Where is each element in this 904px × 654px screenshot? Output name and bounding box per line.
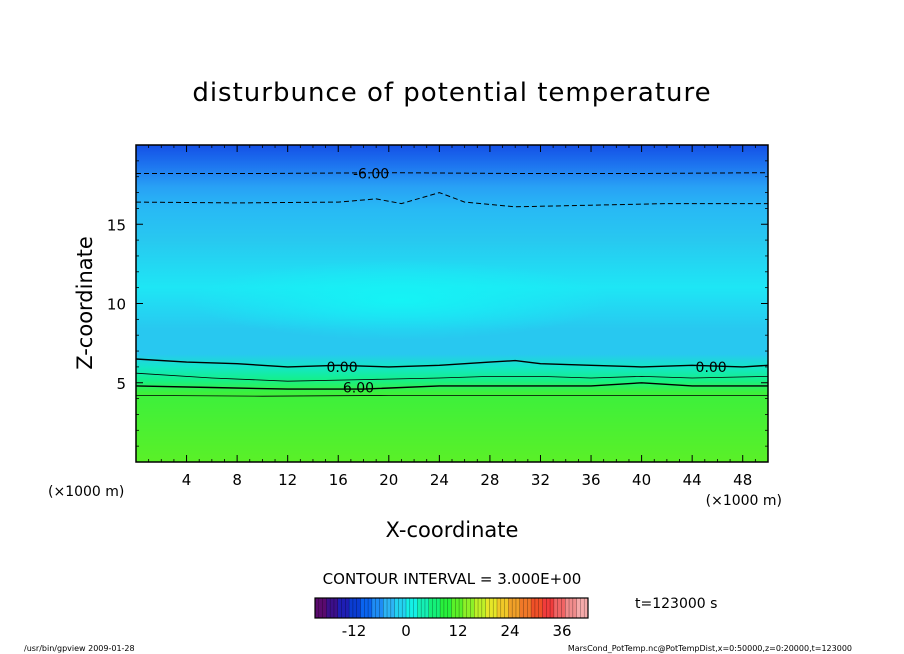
field-core: [190, 260, 610, 340]
colorbar: [314, 597, 589, 619]
colorbar-swatch: [462, 598, 475, 618]
colorbar-swatch: [553, 598, 566, 618]
contour-line-2: [135, 358, 769, 368]
colorbar-swatch: [565, 598, 578, 618]
colorbar-swatch: [417, 598, 430, 618]
colorbar-swatch: [474, 598, 487, 618]
contour-label: 0.00: [326, 360, 357, 376]
y-tick-label: 15: [107, 216, 126, 234]
y-axis-label: Z-coordinate: [73, 236, 97, 370]
footer-right: MarsCond_PotTemp.nc@PotTempDist,x=0:5000…: [568, 644, 852, 653]
y-tick-label: 5: [116, 375, 126, 393]
colorbar-tick-label: 24: [500, 622, 519, 640]
colorbar-swatch: [406, 598, 418, 618]
contour-line-1: [135, 192, 768, 208]
colorbar-tick-label: -12: [342, 622, 367, 640]
x-tick-label: 36: [581, 471, 600, 489]
x-tick-label: 20: [379, 471, 398, 489]
x-tick-label: 16: [329, 471, 348, 489]
x-tick-label: 12: [278, 471, 297, 489]
x-tick-label: 40: [632, 471, 651, 489]
x-tick-label: 32: [531, 471, 550, 489]
x-tick-label: 28: [480, 471, 499, 489]
time-text: t=123000 s: [635, 596, 717, 612]
colorbar-swatch: [542, 598, 555, 618]
contour-label: -6.00: [353, 167, 389, 183]
colorbar-swatch: [508, 598, 521, 618]
y-tick-label: 10: [107, 296, 126, 314]
plot-area: -6.000.00 0.006.00 4 8 12 16 20 24 28 32 36 40 44 48…: [107, 144, 769, 489]
colorbar-swatch: [360, 598, 373, 618]
colorbar-swatch: [485, 598, 498, 618]
colorbar-ticks: -12 0 12 24 36: [342, 622, 572, 640]
colorbar-swatch: [531, 598, 543, 618]
x-unit-left: (×1000 m): [48, 484, 124, 500]
colorbar-frame: [314, 597, 589, 619]
colorbar-swatch: [383, 598, 396, 618]
contour-lines: [135, 172, 769, 397]
y-axis-ticks: 5 10 15: [107, 160, 768, 447]
chart-title: disturbunce of potential temperature: [192, 78, 711, 108]
contour-label: 6.00: [343, 381, 374, 397]
colorbar-swatch: [349, 598, 361, 618]
colorbar-swatch: [519, 598, 532, 618]
colorbar-swatch: [394, 598, 407, 618]
colorbar-swatch: [451, 598, 464, 618]
footer-left: /usr/bin/gpview 2009-01-28: [24, 644, 135, 653]
colorbar-swatch: [428, 598, 441, 618]
colorbar-swatch: [326, 598, 339, 618]
x-tick-label: 24: [430, 471, 449, 489]
x-tick-label: 44: [683, 471, 702, 489]
colorbar-swatch: [497, 598, 509, 618]
x-tick-label: 4: [182, 471, 192, 489]
contour-labels: -6.00 0.00 0.00 6.00: [326, 167, 727, 397]
contour-line-5: [135, 395, 768, 397]
x-axis-label: X-coordinate: [386, 518, 519, 542]
contour-line-0: [136, 172, 769, 174]
contour-interval-text: CONTOUR INTERVAL = 3.000E+00: [323, 570, 582, 588]
colorbar-swatch: [337, 598, 350, 618]
colorbar-swatch: [576, 598, 589, 618]
x-unit-right: (×1000 m): [706, 493, 782, 509]
contour-line-4: [135, 382, 768, 390]
contour-line-3: [135, 372, 769, 382]
x-tick-label: 48: [733, 471, 752, 489]
x-tick-label: 8: [232, 471, 242, 489]
contour-label: 0.00: [696, 360, 727, 376]
x-axis-ticks: 4 8 12 16 20 24 28 32 36 40 44 48: [148, 145, 756, 489]
colorbar-swatch: [315, 598, 327, 618]
colorbar-tick-label: 36: [552, 622, 571, 640]
colorbar-tick-label: 0: [401, 622, 411, 640]
colorbar-swatch: [371, 598, 384, 618]
colorbar-swatch: [440, 598, 452, 618]
colorbar-tick-label: 12: [448, 622, 467, 640]
